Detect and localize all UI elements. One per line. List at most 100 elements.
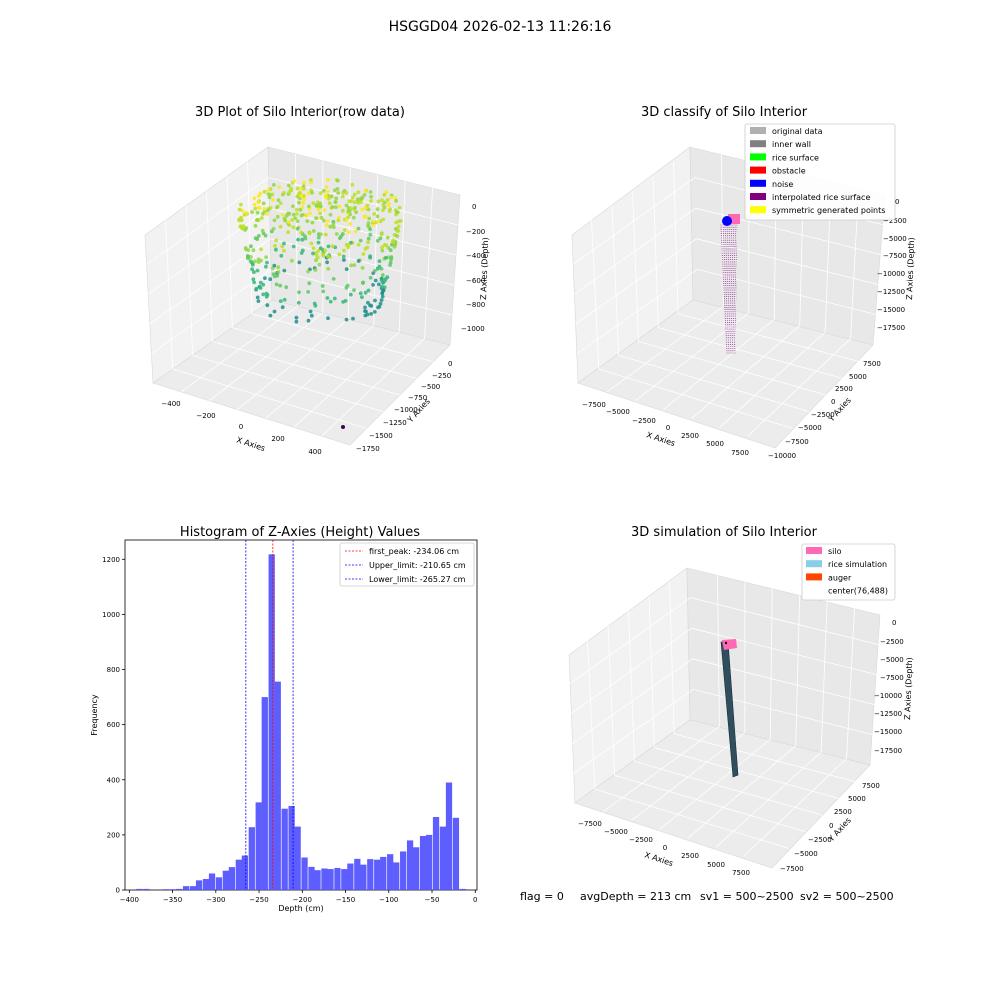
raw-point xyxy=(250,267,255,272)
histogram-bar xyxy=(163,889,170,890)
raw-point xyxy=(262,189,267,194)
raw-point xyxy=(377,264,382,269)
raw-point xyxy=(376,305,380,310)
histogram-legend-frame xyxy=(339,542,475,587)
raw-ztick-label: −800 xyxy=(466,301,485,309)
raw-point xyxy=(346,209,351,214)
raw-point xyxy=(291,244,296,249)
raw-point xyxy=(375,238,380,243)
classify-xtick-label: −7500 xyxy=(582,401,606,409)
simulation-z-axis-label: Z Axies (Depth) xyxy=(903,657,914,720)
raw-point xyxy=(378,236,383,241)
classify-ztick-label: −15000 xyxy=(877,306,905,314)
footer-sv2: sv2 = 500~2500 xyxy=(800,890,894,903)
raw-point xyxy=(282,297,287,302)
raw-point xyxy=(300,237,305,242)
raw-point xyxy=(380,294,385,299)
histogram-bar xyxy=(308,866,315,890)
pane-gridline xyxy=(795,594,801,746)
histogram-bar xyxy=(241,855,249,890)
raw-point xyxy=(316,240,321,245)
raw-xtick-label: 200 xyxy=(271,435,284,443)
simulation-xtick-label: 0 xyxy=(663,844,667,852)
raw-x-axis-label: X Axies xyxy=(235,435,266,453)
pane-gridline xyxy=(577,269,698,354)
pane-gridline xyxy=(846,608,855,759)
pane-gridline xyxy=(769,587,773,740)
pane-gridline xyxy=(721,153,724,307)
classify-legend-label: noise xyxy=(772,180,793,189)
raw-point xyxy=(312,301,317,306)
raw-point xyxy=(350,182,355,187)
raw-point xyxy=(306,290,310,294)
simulation-ztick-label: −17500 xyxy=(874,747,902,755)
raw-point xyxy=(274,282,279,287)
raw-point xyxy=(250,210,255,214)
raw-point xyxy=(379,232,384,237)
classify-legend-label: symmetric generated points xyxy=(772,206,885,215)
classify-legend-frame xyxy=(744,123,896,221)
histogram-xtick-label: −150 xyxy=(336,896,355,904)
classify-xtick-label: 2500 xyxy=(681,432,699,440)
raw-point xyxy=(333,200,338,205)
raw-point xyxy=(366,221,371,226)
histogram-legend: first_peak: -234.06 cm Upper_limit: -210… xyxy=(339,542,475,587)
raw-point xyxy=(294,315,299,320)
raw-point xyxy=(266,188,270,193)
histogram-bar xyxy=(314,870,321,890)
histogram-bar xyxy=(347,863,354,890)
histogram-bar xyxy=(459,888,466,890)
raw-point xyxy=(276,265,281,270)
simulation-xtick-label: −7500 xyxy=(578,820,602,828)
classify-ytick-label: −5000 xyxy=(798,424,822,432)
raw-point xyxy=(253,259,257,264)
simulation-legend-swatch xyxy=(806,573,822,581)
histogram-bar xyxy=(195,880,203,890)
raw-point xyxy=(316,235,321,240)
raw-point xyxy=(326,219,330,224)
simulation-xtick-label: 7500 xyxy=(732,869,750,877)
raw-point xyxy=(344,267,349,271)
histogram-xtick-label: −300 xyxy=(206,896,225,904)
raw-point xyxy=(272,309,277,314)
raw-point xyxy=(382,192,387,197)
raw-point xyxy=(287,211,292,216)
raw-point xyxy=(377,259,382,263)
raw-point xyxy=(344,190,349,195)
raw-point xyxy=(352,192,357,197)
raw-point xyxy=(291,212,296,217)
histogram-bar xyxy=(235,859,242,890)
simulation-xtick-label: −2500 xyxy=(629,836,653,844)
classify-ztick-label: −7500 xyxy=(883,252,907,260)
histogram-ytick-label: 600 xyxy=(107,721,120,729)
classify-xtick-label: 0 xyxy=(666,424,670,432)
simulation-gridlines xyxy=(568,573,881,857)
histogram-xtick-label: 0 xyxy=(473,896,477,904)
raw-point xyxy=(378,301,383,306)
raw-point xyxy=(311,229,316,233)
histogram-bar xyxy=(321,868,328,890)
raw-point xyxy=(345,283,350,288)
classify-floor-pane xyxy=(577,299,874,449)
raw-point xyxy=(330,244,335,249)
simulation-legend: silo rice simulation auger center(76,488) xyxy=(801,543,896,601)
raw-ztick-label: −200 xyxy=(466,228,485,236)
histogram-bar xyxy=(327,869,334,890)
pane-gridline xyxy=(648,596,655,748)
raw-point xyxy=(305,219,310,224)
classify-3d-axes: −7500 −5000 −2500 0 2500 5000 7500 X Axi… xyxy=(571,146,916,460)
raw-point xyxy=(278,299,283,303)
raw-point xyxy=(244,226,249,231)
histogram-bar xyxy=(419,835,427,890)
raw-point xyxy=(277,185,281,190)
pane-gridline xyxy=(669,581,675,734)
raw-point xyxy=(384,190,389,195)
histogram-bar xyxy=(341,869,348,890)
raw-point xyxy=(385,275,390,280)
raw-ytick-label: −500 xyxy=(421,383,440,391)
raw-point xyxy=(324,223,329,228)
pane-gridline xyxy=(587,640,596,790)
raw-point-cloud xyxy=(237,177,403,324)
raw-point xyxy=(358,291,363,296)
histogram-xtick-label: −200 xyxy=(293,896,312,904)
